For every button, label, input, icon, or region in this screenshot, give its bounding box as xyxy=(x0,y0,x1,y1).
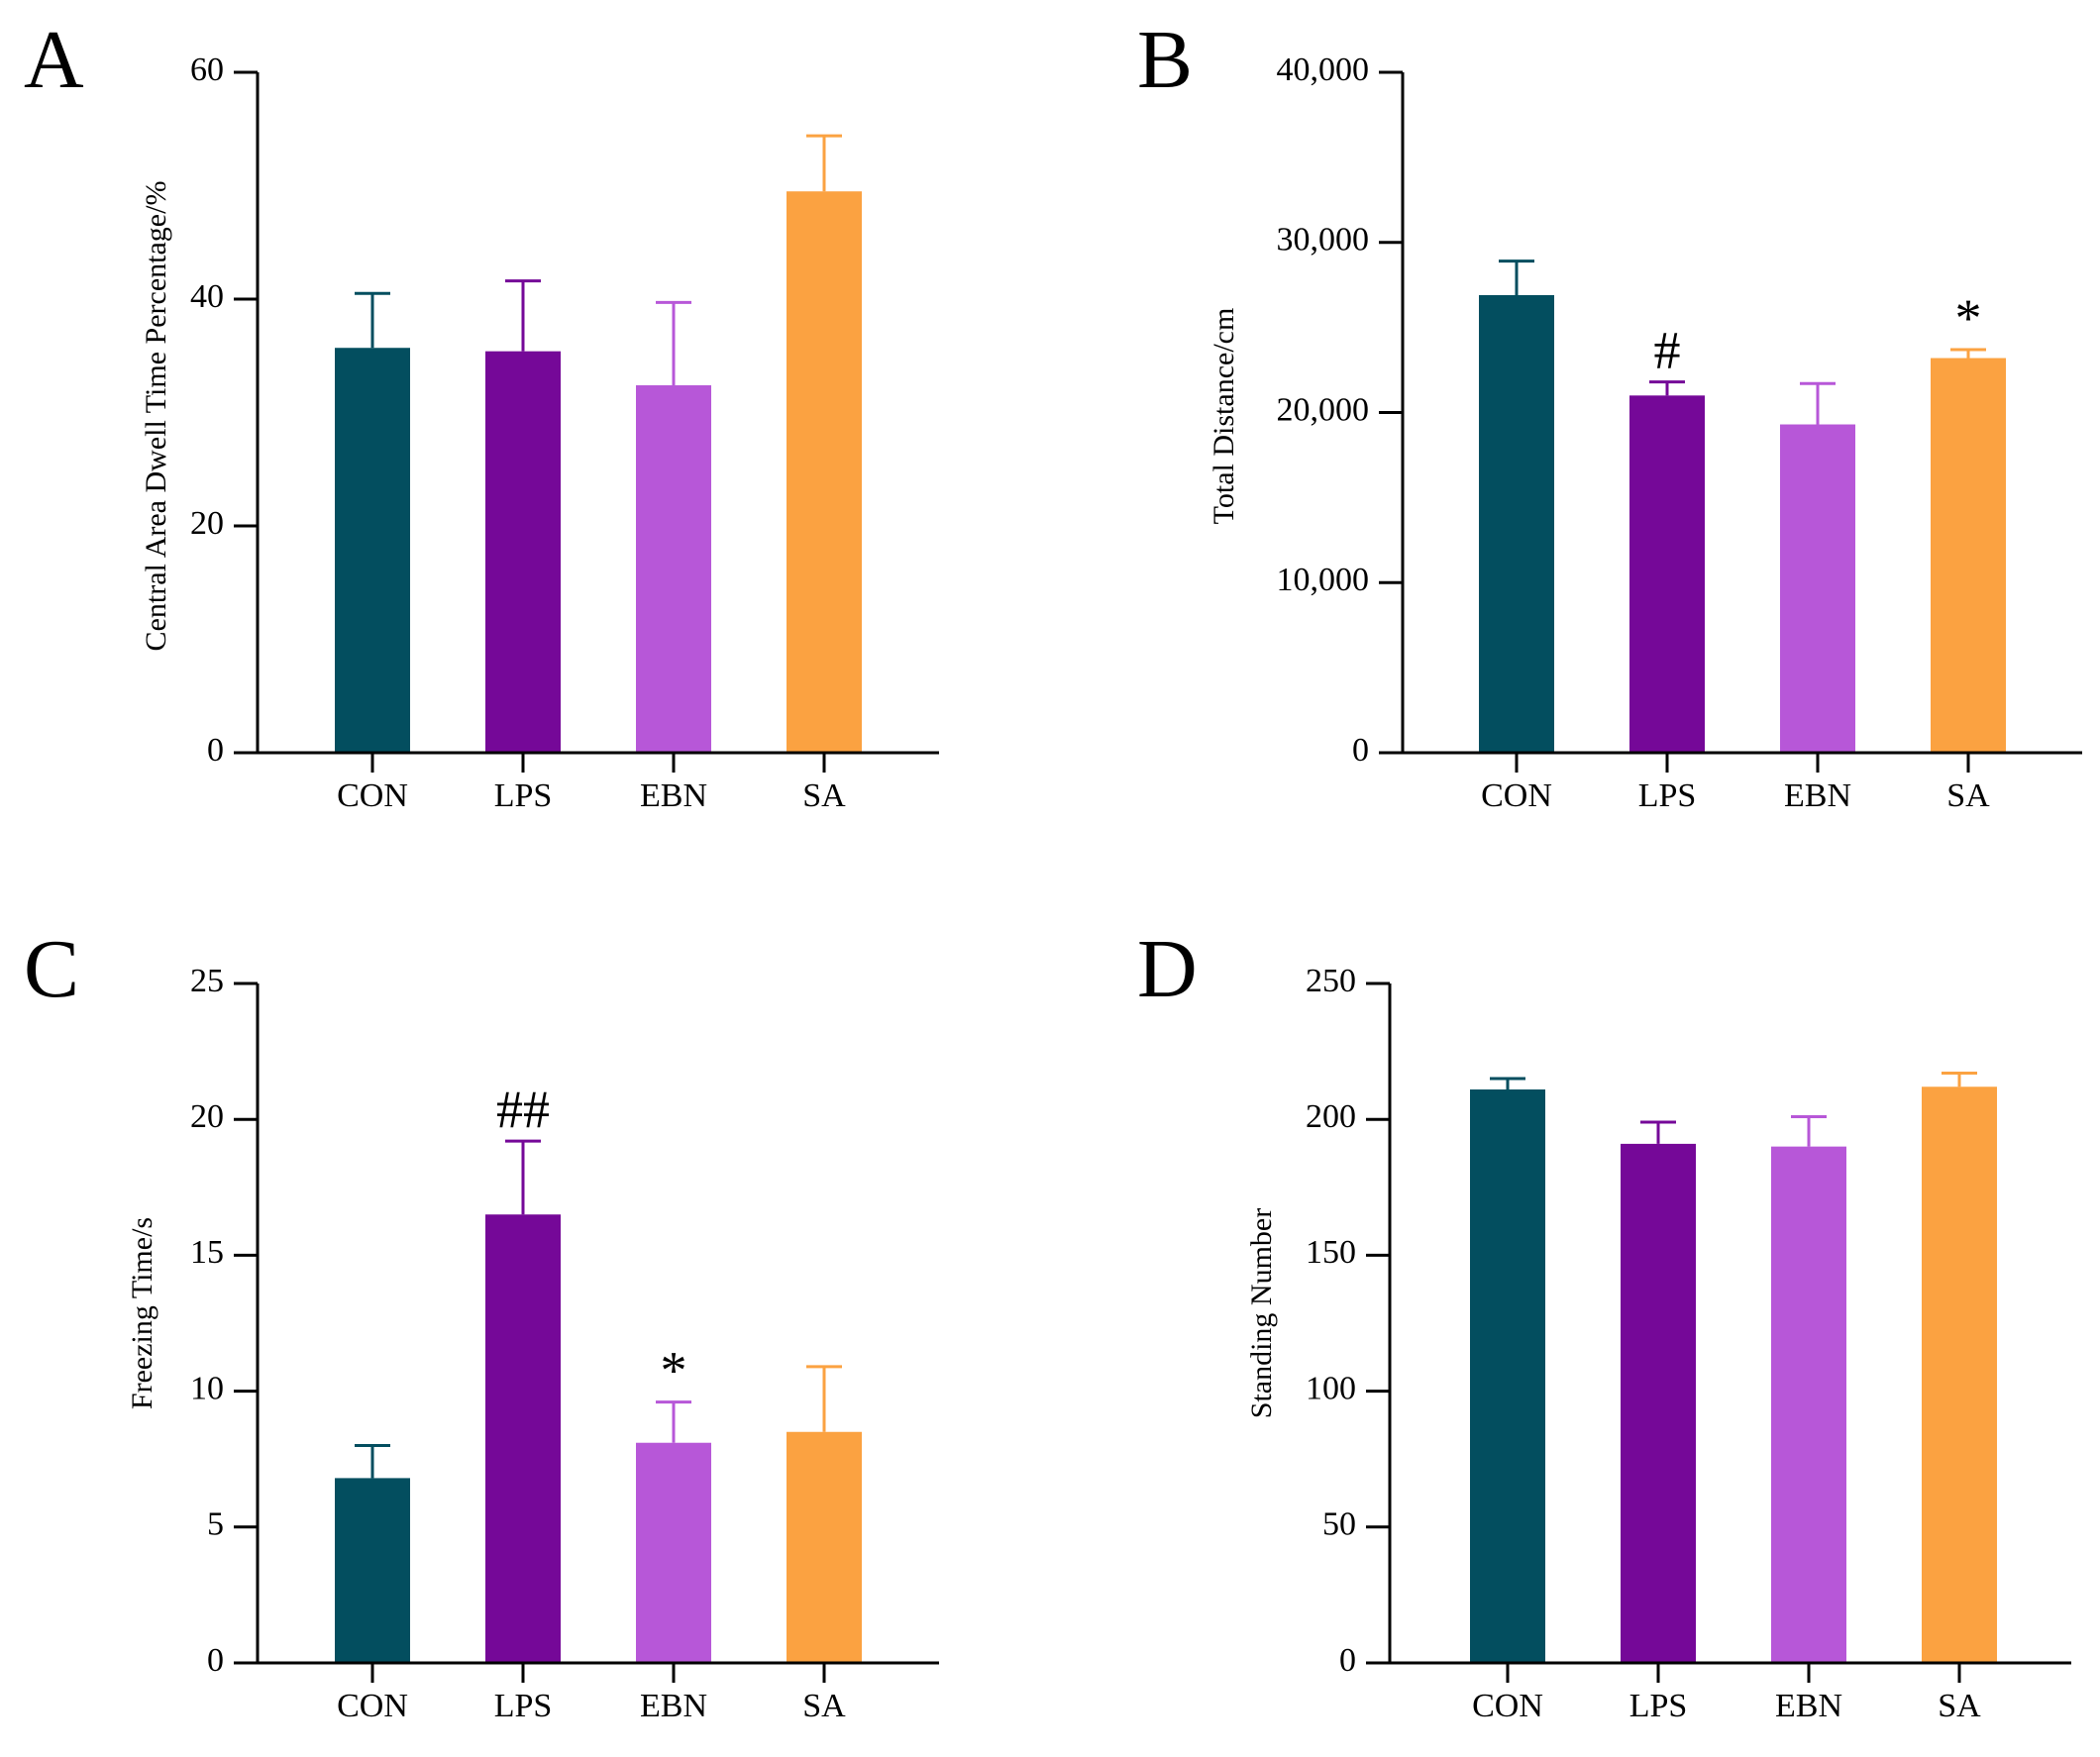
bar-con xyxy=(1479,294,1554,753)
panel-letter: D xyxy=(1137,923,1198,1015)
y-tick-label: 5 xyxy=(207,1506,224,1543)
category-label-sa: SA xyxy=(802,1688,846,1724)
y-tick-label: 0 xyxy=(207,732,224,769)
y-tick-label: 200 xyxy=(1306,1098,1356,1135)
x-axis-categories: CON LPS EBN SA xyxy=(1472,1663,1981,1724)
axes xyxy=(234,983,939,1665)
y-tick-label: 0 xyxy=(1339,1642,1356,1679)
category-label-lps: LPS xyxy=(1629,1688,1688,1724)
y-tick-label: 150 xyxy=(1306,1234,1356,1271)
y-tick-label: 25 xyxy=(190,963,224,999)
category-label-con: CON xyxy=(337,1688,408,1724)
y-tick-label: 100 xyxy=(1306,1370,1356,1406)
bar-sa xyxy=(1931,358,2006,753)
bar-lps xyxy=(1621,1143,1696,1663)
axes xyxy=(234,72,939,755)
bar-ebn xyxy=(636,1442,711,1663)
bar-ebn xyxy=(1780,424,1855,753)
bar-lps xyxy=(1629,395,1705,753)
y-tick-label: 60 xyxy=(190,52,224,88)
category-label-ebn: EBN xyxy=(1775,1688,1842,1724)
category-label-ebn: EBN xyxy=(640,777,707,814)
y-tick-label: 0 xyxy=(1352,732,1369,769)
panel-letter: B xyxy=(1137,14,1193,106)
bar-ebn xyxy=(1771,1146,1846,1663)
category-label-ebn: EBN xyxy=(640,1688,707,1724)
panel-letter: A xyxy=(24,14,84,106)
x-axis-categories: CON LPS EBN SA xyxy=(1481,753,1990,814)
y-axis-label: Standing Number xyxy=(1245,1208,1278,1418)
bar-sa xyxy=(787,191,862,754)
y-tick-label: 15 xyxy=(190,1234,224,1271)
y-tick-label: 20 xyxy=(190,505,224,542)
y-axis-label: Freezing Time/s xyxy=(126,1217,158,1409)
category-label-con: CON xyxy=(337,777,408,814)
y-axis-ticks: 0 10,000 20,000 30,000 40,000 xyxy=(1277,52,1403,769)
y-tick-label: 10,000 xyxy=(1277,562,1370,598)
y-axis-ticks: 0 20 40 60 xyxy=(190,52,258,769)
x-axis-categories: CON LPS EBN SA xyxy=(337,753,846,814)
bar-con xyxy=(1470,1089,1545,1663)
category-label-lps: LPS xyxy=(494,1688,553,1724)
significance-marker: # xyxy=(1654,321,1681,380)
significance-marker: ## xyxy=(496,1080,550,1139)
panel-a-chart: A Central Area Dwell Time Percentage/% 0… xyxy=(24,14,939,814)
y-tick-label: 0 xyxy=(207,1642,224,1679)
bar-sa xyxy=(1922,1086,1997,1663)
y-tick-label: 10 xyxy=(190,1370,224,1406)
category-label-con: CON xyxy=(1481,777,1552,814)
category-label-con: CON xyxy=(1472,1688,1543,1724)
category-label-lps: LPS xyxy=(494,777,553,814)
significance-marker: * xyxy=(1955,288,1982,348)
y-tick-label: 20,000 xyxy=(1277,391,1370,428)
axes xyxy=(1366,983,2071,1665)
y-tick-label: 30,000 xyxy=(1277,222,1370,258)
bar-series xyxy=(1470,1072,1997,1663)
bar-lps xyxy=(485,1214,561,1663)
panel-b-chart: B Total Distance/cm #* 010,00020,00030,0… xyxy=(1137,14,2082,814)
category-label-sa: SA xyxy=(802,777,846,814)
y-axis-ticks: 0 5 10 15 20 25 xyxy=(190,963,258,1679)
bar-lps xyxy=(485,351,561,753)
panel-d-chart: D Standing Number 0 50 100 150 200 250 CON LPS… xyxy=(1137,923,2071,1724)
panel-c-chart: C Freezing Time/s ## * 0 5 10 15 20 25 CON LPS E… xyxy=(24,923,939,1724)
bar-con xyxy=(335,1478,410,1663)
category-label-lps: LPS xyxy=(1638,777,1697,814)
bar-sa xyxy=(787,1431,862,1663)
bar-con xyxy=(335,348,410,753)
category-label-ebn: EBN xyxy=(1784,777,1851,814)
y-tick-label: 20 xyxy=(190,1098,224,1135)
y-tick-label: 250 xyxy=(1306,963,1356,999)
category-label-sa: SA xyxy=(1946,777,1990,814)
panel-letter: C xyxy=(24,923,79,1015)
bar-series: #* xyxy=(1479,259,2006,753)
y-tick-label: 50 xyxy=(1322,1506,1356,1543)
y-axis-label: Total Distance/cm xyxy=(1208,308,1240,525)
y-axis-label: Central Area Dwell Time Percentage/% xyxy=(140,181,172,652)
bar-series xyxy=(335,134,862,754)
bar-series: ## * xyxy=(335,1080,862,1663)
significance-marker: * xyxy=(661,1341,687,1400)
x-axis-categories: CON LPS EBN SA xyxy=(337,1663,846,1724)
y-tick-label: 40,000 xyxy=(1277,52,1370,88)
bar-ebn xyxy=(636,385,711,753)
category-label-sa: SA xyxy=(1938,1688,1981,1724)
y-axis-ticks: 0 50 100 150 200 250 xyxy=(1306,963,1390,1679)
y-tick-label: 40 xyxy=(190,278,224,315)
